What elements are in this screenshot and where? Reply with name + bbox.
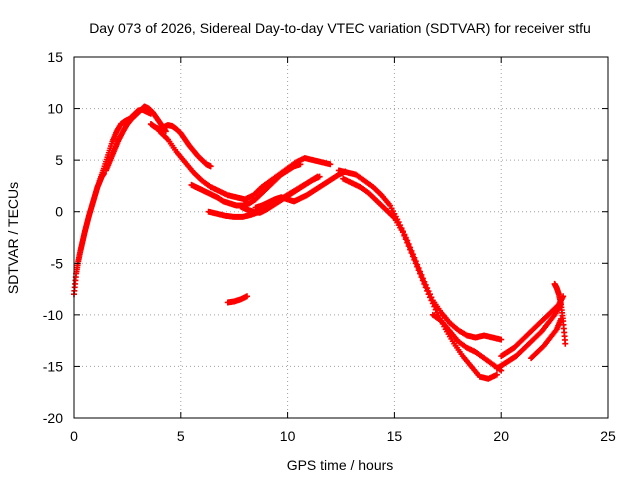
series-track-upper-2 [147,121,214,170]
y-axis-label: SDTVAR / TECUs [5,182,21,294]
series-track-short-c [252,168,349,211]
chart-title: Day 073 of 2026, Sidereal Day-to-day VTE… [89,20,591,36]
y-tick-label: 15 [47,49,63,65]
series-track-desc-c [429,311,505,374]
grid [74,57,608,418]
y-tick-label: -10 [43,307,63,323]
x-tick-label: 20 [493,428,509,444]
x-axis-label: GPS time / hours [287,457,394,473]
x-tick-label: 5 [177,428,185,444]
series-track-end-spike [551,280,569,347]
data-point-markers [147,121,214,170]
data-point-markers [224,293,251,306]
series-track-isolated [224,293,251,306]
y-tick-label: 10 [47,101,63,117]
y-tick-label: -5 [51,255,64,271]
axis-ticks: 0 5 10 15 20 25 -20 -15 -10 -5 0 5 10 15 [43,49,616,444]
data-point-markers [493,301,565,372]
x-tick-label: 25 [600,428,616,444]
y-tick-label: 5 [55,152,63,168]
series-track-upper-1 [96,106,154,184]
y-tick-label: -20 [43,410,63,426]
data-point-markers [252,168,349,211]
y-tick-label: 0 [55,204,63,220]
data-points [71,103,569,382]
x-tick-label: 0 [70,428,78,444]
series-track-desc-a [335,167,505,343]
plot-border [73,56,609,419]
series-track-main-rise [71,170,107,298]
data-point-markers [335,167,505,343]
data-point-markers [528,315,565,362]
data-point-markers [551,280,569,347]
series-track-recover-a [493,301,565,372]
x-tick-label: 15 [387,428,403,444]
y-tick-label: -15 [43,358,63,374]
series-track-mid-b [188,161,304,209]
data-point-markers [96,106,154,184]
data-point-markers [71,170,107,298]
x-tick-label: 10 [280,428,296,444]
series-track-recover-c [528,315,565,362]
data-point-markers [188,161,304,209]
data-point-markers [429,311,505,374]
